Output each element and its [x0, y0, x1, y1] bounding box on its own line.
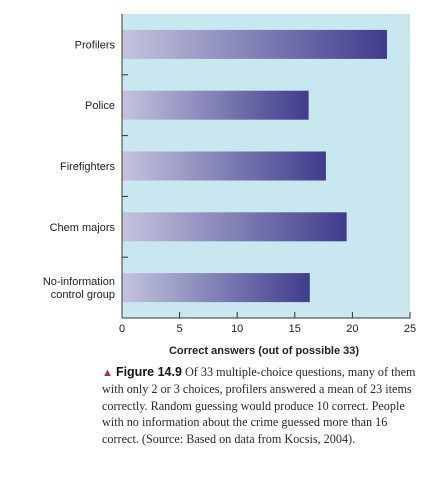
bar-1: [122, 90, 309, 120]
figure-label: Figure 14.9: [115, 365, 182, 379]
x-tick-label-1: 5: [177, 323, 183, 335]
caption-text: Of 33 multiple-choice questions, many of…: [102, 365, 416, 446]
bar-3: [122, 212, 347, 242]
category-label-1: Police: [85, 100, 115, 112]
triangle-marker-icon: ▲: [102, 367, 113, 379]
category-label-3: Chem majors: [50, 222, 116, 234]
x-tick-label-4: 20: [346, 323, 358, 335]
x-tick-label-3: 15: [289, 323, 301, 335]
bar-chart: Profilers Police Firefighters Chem majors No…: [43, 14, 416, 357]
x-axis-title: Correct answers (out of possible 33): [169, 345, 359, 357]
category-label-4: No-information control group: [43, 276, 115, 301]
bar-2: [122, 151, 326, 181]
x-tick-label-2: 10: [231, 323, 243, 335]
x-tick-label-5: 25: [404, 323, 416, 335]
figure-caption: ▲ Figure 14.9 Of 33 multiple-choice ques…: [102, 364, 420, 447]
category-label-0: Profilers: [75, 39, 116, 51]
x-tick-label-0: 0: [119, 323, 125, 335]
category-label-2: Firefighters: [60, 161, 116, 173]
bar-0: [122, 29, 387, 59]
bar-4: [122, 273, 310, 303]
